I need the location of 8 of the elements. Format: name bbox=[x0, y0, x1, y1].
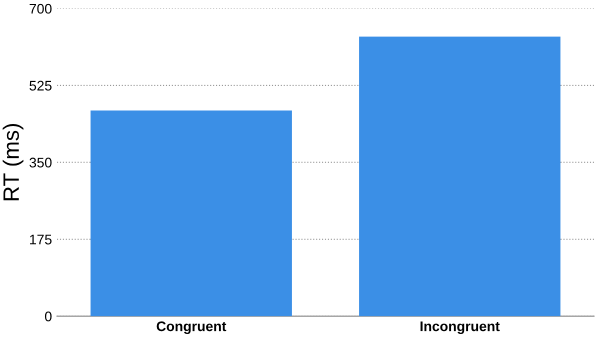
y-tick-label: 525 bbox=[30, 80, 52, 91]
y-tick-label: 350 bbox=[30, 158, 52, 168]
y-tick-label: 700 bbox=[30, 4, 52, 14]
y-tick-label: 175 bbox=[30, 234, 52, 244]
x-tick-label: Incongruent bbox=[420, 322, 500, 334]
y-axis-title: RT (ms) bbox=[2, 124, 24, 200]
y-tick-label: 0 bbox=[44, 312, 52, 322]
x-tick-label: Congruent bbox=[156, 321, 226, 334]
